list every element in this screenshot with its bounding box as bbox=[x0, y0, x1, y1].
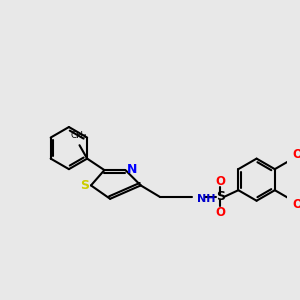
Text: NH: NH bbox=[197, 194, 216, 204]
Text: S: S bbox=[80, 179, 89, 192]
Text: O: O bbox=[215, 206, 225, 219]
Text: CH₃: CH₃ bbox=[70, 131, 87, 140]
Text: O: O bbox=[293, 198, 300, 211]
Text: O: O bbox=[293, 148, 300, 161]
Text: N: N bbox=[127, 163, 137, 176]
Text: O: O bbox=[215, 175, 225, 188]
Text: S: S bbox=[216, 190, 225, 203]
